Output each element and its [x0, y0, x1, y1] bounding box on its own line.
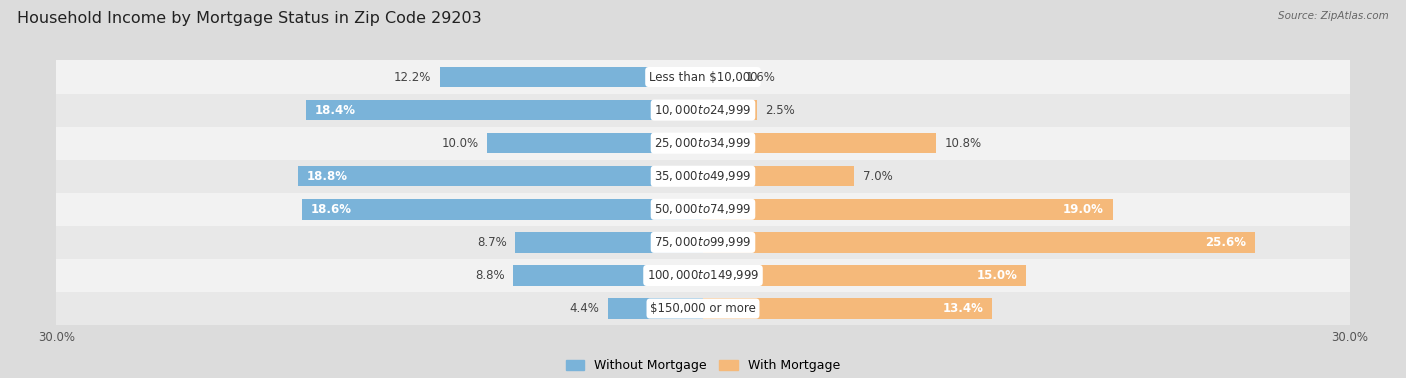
Text: $75,000 to $99,999: $75,000 to $99,999 — [654, 235, 752, 249]
Text: $50,000 to $74,999: $50,000 to $74,999 — [654, 202, 752, 216]
Text: 25.6%: 25.6% — [1205, 236, 1246, 249]
Text: 19.0%: 19.0% — [1063, 203, 1104, 216]
Bar — [513, 265, 703, 286]
Bar — [516, 232, 703, 253]
Bar — [307, 100, 703, 120]
Bar — [56, 193, 1350, 226]
Text: 10.8%: 10.8% — [945, 137, 981, 150]
Bar — [56, 127, 1350, 160]
Text: $100,000 to $149,999: $100,000 to $149,999 — [647, 268, 759, 282]
Bar — [703, 67, 738, 87]
Text: Less than $10,000: Less than $10,000 — [648, 71, 758, 84]
Bar — [56, 226, 1350, 259]
Bar — [703, 232, 1256, 253]
Bar — [703, 199, 1112, 220]
Text: $150,000 or more: $150,000 or more — [650, 302, 756, 315]
Text: $35,000 to $49,999: $35,000 to $49,999 — [654, 169, 752, 183]
Text: 8.7%: 8.7% — [477, 236, 506, 249]
Text: 1.6%: 1.6% — [747, 71, 776, 84]
Bar — [703, 166, 853, 186]
Text: $25,000 to $34,999: $25,000 to $34,999 — [654, 136, 752, 150]
Bar — [302, 199, 703, 220]
Bar — [703, 265, 1026, 286]
Bar — [56, 60, 1350, 94]
Text: 12.2%: 12.2% — [394, 71, 432, 84]
Text: 13.4%: 13.4% — [942, 302, 983, 315]
Text: 4.4%: 4.4% — [569, 302, 599, 315]
Bar — [440, 67, 703, 87]
Bar — [488, 133, 703, 153]
Text: Household Income by Mortgage Status in Zip Code 29203: Household Income by Mortgage Status in Z… — [17, 11, 481, 26]
Bar — [56, 160, 1350, 193]
Bar — [56, 292, 1350, 325]
Bar — [703, 298, 991, 319]
Text: 15.0%: 15.0% — [977, 269, 1018, 282]
Bar — [56, 94, 1350, 127]
Bar — [703, 133, 936, 153]
Text: 7.0%: 7.0% — [862, 170, 893, 183]
Bar — [703, 100, 756, 120]
Legend: Without Mortgage, With Mortgage: Without Mortgage, With Mortgage — [561, 354, 845, 377]
Text: 18.8%: 18.8% — [307, 170, 347, 183]
Bar — [56, 259, 1350, 292]
Bar — [298, 166, 703, 186]
Text: 18.4%: 18.4% — [315, 104, 356, 116]
Text: 18.6%: 18.6% — [311, 203, 352, 216]
Text: Source: ZipAtlas.com: Source: ZipAtlas.com — [1278, 11, 1389, 21]
Text: 8.8%: 8.8% — [475, 269, 505, 282]
Text: 2.5%: 2.5% — [765, 104, 796, 116]
Bar — [609, 298, 703, 319]
Text: $10,000 to $24,999: $10,000 to $24,999 — [654, 103, 752, 117]
Text: 10.0%: 10.0% — [441, 137, 479, 150]
